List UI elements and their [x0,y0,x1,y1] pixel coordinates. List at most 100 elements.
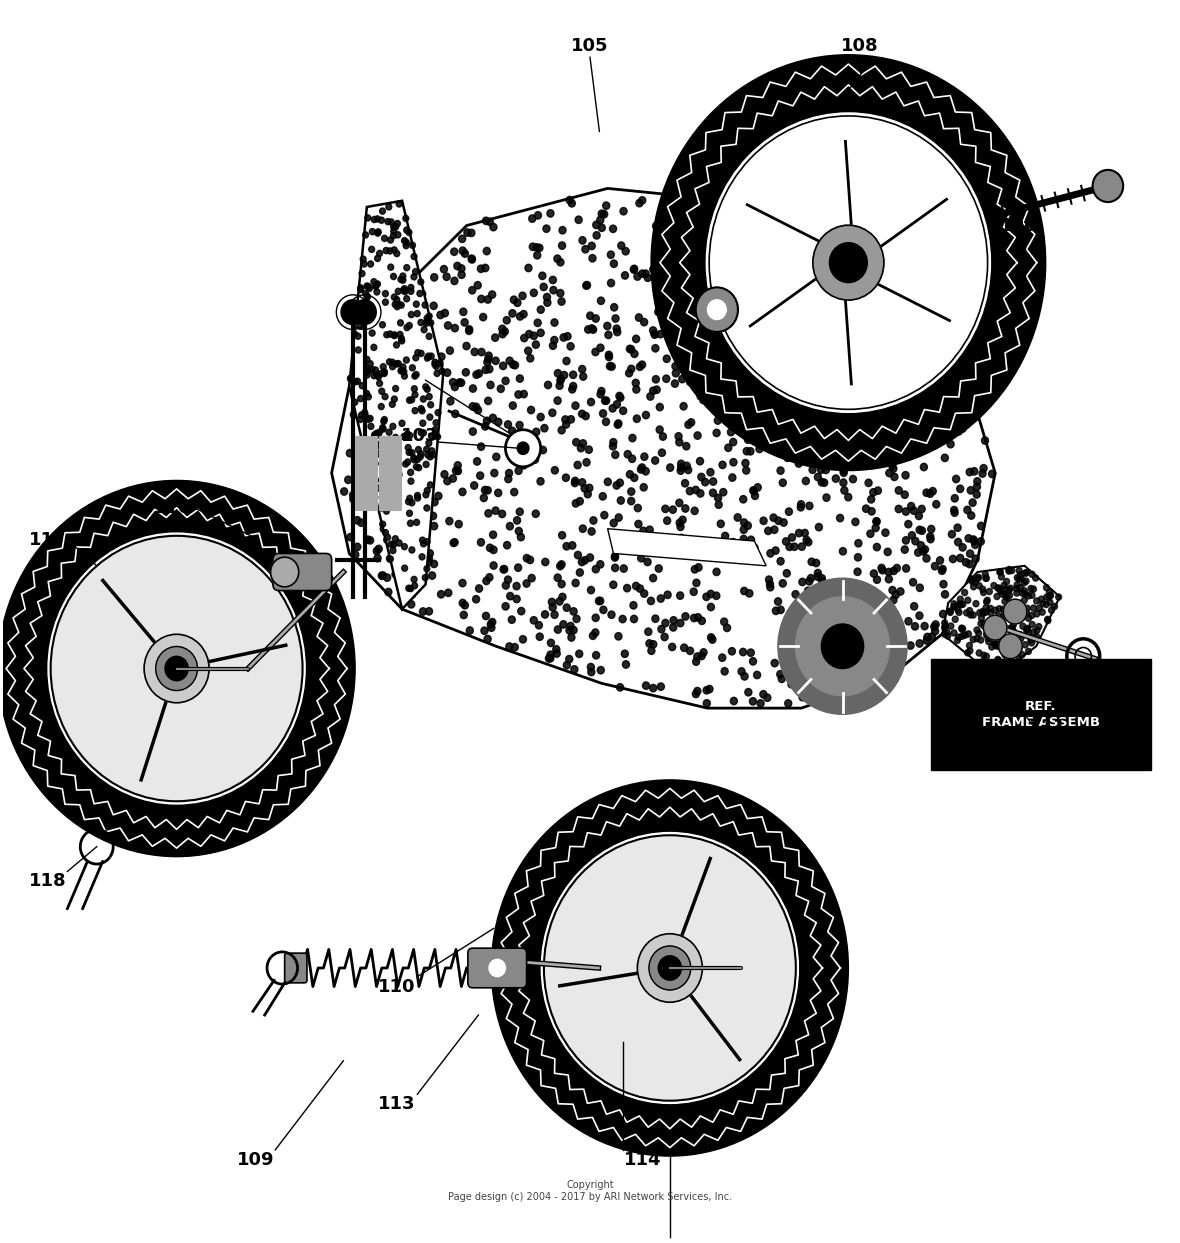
Circle shape [385,588,392,595]
Circle shape [481,265,489,272]
Circle shape [813,697,820,705]
Circle shape [826,374,833,382]
Circle shape [492,334,499,342]
Circle shape [398,418,405,425]
Circle shape [426,313,432,319]
Circle shape [658,625,666,633]
Circle shape [568,415,575,423]
Circle shape [819,578,826,585]
Circle shape [1004,625,1010,631]
Circle shape [902,394,909,401]
Circle shape [969,576,975,582]
Circle shape [748,322,755,329]
Circle shape [902,471,909,479]
Circle shape [631,474,638,481]
Circle shape [415,349,421,355]
Circle shape [749,658,756,665]
Circle shape [572,579,579,587]
Circle shape [376,429,382,435]
Circle shape [622,661,629,669]
Circle shape [978,620,984,626]
Circle shape [741,672,748,680]
Circle shape [608,363,615,370]
Circle shape [530,290,537,297]
Circle shape [689,334,696,342]
Circle shape [962,589,968,595]
Circle shape [603,201,610,209]
Circle shape [506,643,513,650]
Circle shape [700,397,707,404]
Circle shape [577,445,584,451]
Circle shape [1021,588,1027,594]
Circle shape [506,357,513,364]
Circle shape [658,956,682,981]
Circle shape [723,624,730,631]
Circle shape [350,411,358,419]
Circle shape [805,587,812,594]
Circle shape [413,354,419,360]
Circle shape [714,383,721,390]
Circle shape [806,261,813,268]
Circle shape [787,446,794,454]
FancyBboxPatch shape [284,953,307,983]
Circle shape [688,364,695,372]
Circle shape [463,342,470,349]
Circle shape [418,451,424,457]
Circle shape [974,491,981,498]
Polygon shape [349,201,444,609]
Circle shape [676,520,683,527]
Circle shape [353,471,360,479]
Circle shape [408,433,415,440]
Circle shape [433,363,439,369]
Circle shape [919,548,926,556]
Circle shape [754,428,761,435]
Circle shape [371,438,378,445]
Circle shape [795,597,890,696]
Circle shape [721,618,728,625]
Circle shape [654,387,661,394]
Circle shape [393,501,399,507]
Circle shape [782,538,789,546]
Circle shape [386,204,392,210]
Polygon shape [943,566,1060,677]
Circle shape [1023,569,1029,576]
Circle shape [747,536,754,543]
Circle shape [854,553,861,561]
Circle shape [478,296,485,303]
Circle shape [48,533,306,804]
Circle shape [394,250,400,256]
Circle shape [603,418,610,425]
Circle shape [663,355,670,363]
Circle shape [411,314,418,321]
Circle shape [1029,572,1035,577]
Circle shape [636,363,643,370]
Circle shape [419,291,426,298]
Circle shape [349,496,356,503]
Circle shape [700,649,707,656]
Circle shape [598,224,605,231]
Circle shape [729,377,736,384]
Circle shape [356,316,362,322]
Circle shape [1009,568,1015,573]
Circle shape [651,615,658,623]
Circle shape [461,318,468,326]
Circle shape [985,639,991,645]
Circle shape [487,624,494,631]
Circle shape [714,313,721,321]
Circle shape [382,530,388,536]
Circle shape [756,338,763,346]
Circle shape [713,568,720,576]
Circle shape [382,300,388,306]
Circle shape [647,393,654,400]
Circle shape [369,329,375,336]
Circle shape [688,419,695,426]
Circle shape [891,640,898,648]
Circle shape [485,352,492,359]
Circle shape [959,425,966,433]
Circle shape [794,384,801,392]
Circle shape [708,268,715,276]
Circle shape [481,486,489,493]
Circle shape [0,481,355,856]
Circle shape [952,617,958,623]
Circle shape [563,357,570,364]
